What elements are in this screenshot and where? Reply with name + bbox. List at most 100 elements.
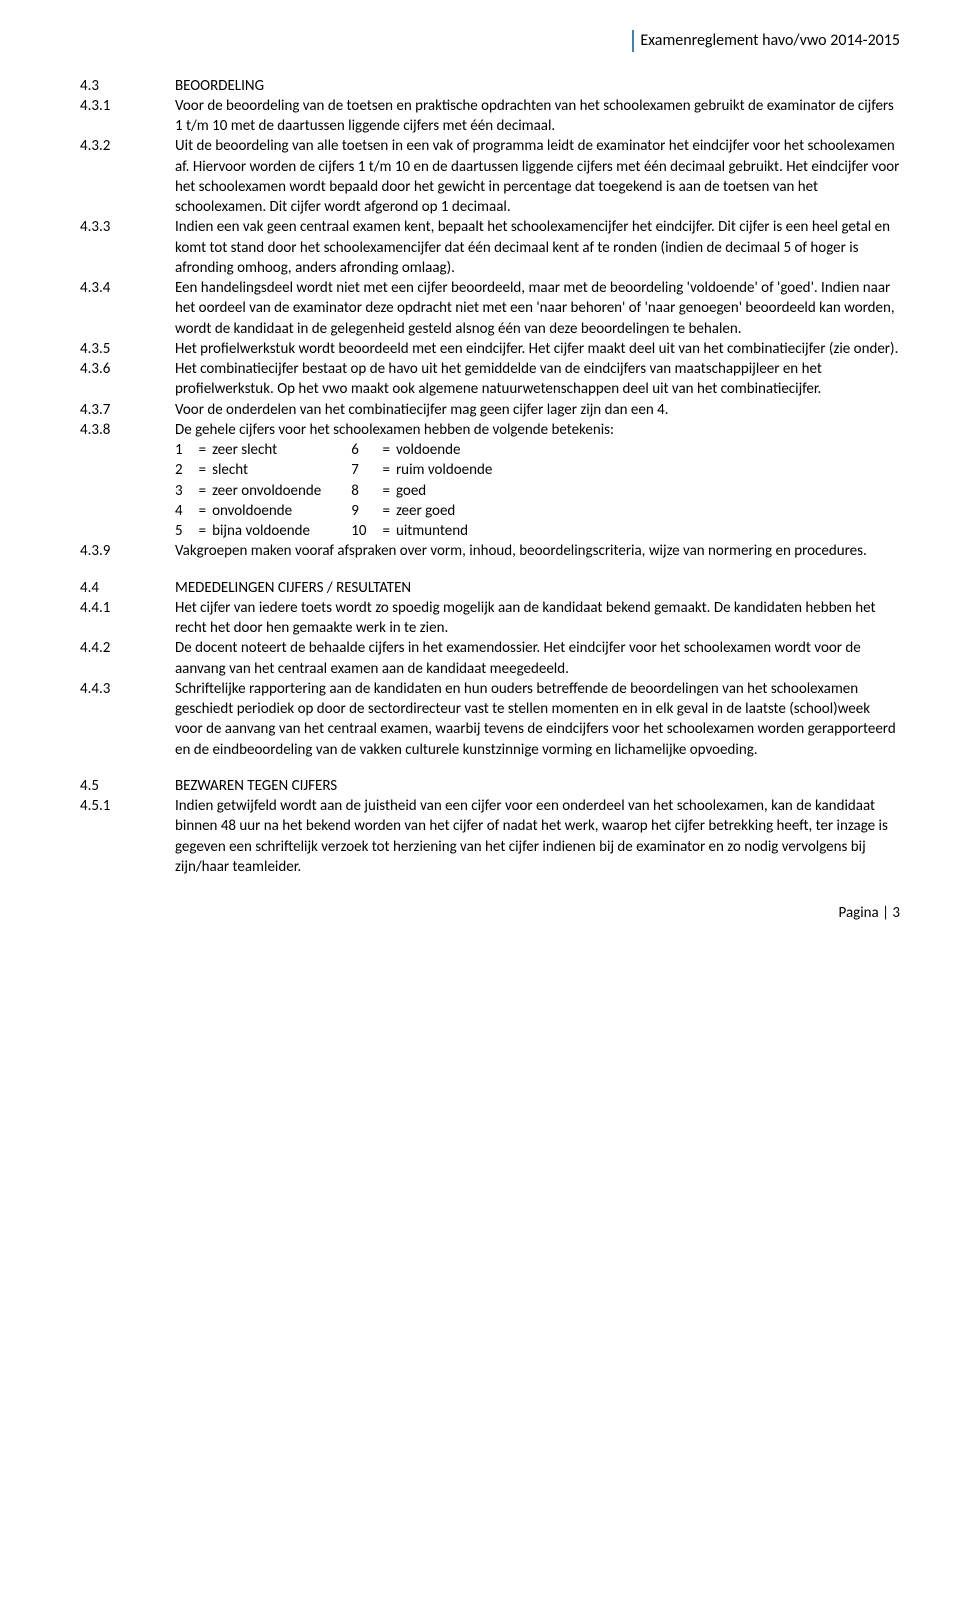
grade-row: 1=zeer slecht <box>175 440 351 460</box>
grade-row: 10=uitmuntend <box>351 521 522 541</box>
grade-equals: = <box>376 501 395 521</box>
grade-description: zeer onvoldoende <box>212 481 351 501</box>
grade-row: 8=goed <box>351 481 522 501</box>
item-text: Het profielwerkstuk wordt beoordeeld met… <box>175 339 900 359</box>
grade-description: zeer goed <box>396 501 522 521</box>
section-heading: BEOORDELING <box>175 76 900 96</box>
item-paragraph: Het profielwerkstuk wordt beoordeeld met… <box>175 339 900 359</box>
grade-subtable: 1=zeer slecht2=slecht3=zeer onvoldoende4… <box>175 440 351 541</box>
section-heading-row: 4.5BEZWAREN TEGEN CIJFERS <box>80 776 900 796</box>
grade-equals: = <box>376 440 395 460</box>
grade-equals: = <box>376 481 395 501</box>
item-number: 4.3.2 <box>80 136 175 156</box>
item-text: Vakgroepen maken vooraf afspraken over v… <box>175 541 900 561</box>
grade-equals: = <box>376 521 395 541</box>
section-heading-row: 4.4MEDEDELINGEN CIJFERS / RESULTATEN <box>80 578 900 598</box>
item-paragraph: De gehele cijfers voor het schoolexamen … <box>175 420 900 440</box>
item-paragraph: Een handelingsdeel wordt niet met een ci… <box>175 278 900 339</box>
grade-number: 1 <box>175 440 193 460</box>
item-text: Indien een vak geen centraal examen kent… <box>175 217 900 278</box>
section-heading-row: 4.3BEOORDELING <box>80 76 900 96</box>
item-text: Het cijfer van iedere toets wordt zo spo… <box>175 598 900 639</box>
item-row: 4.3.4Een handelingsdeel wordt niet met e… <box>80 278 900 339</box>
grade-description: goed <box>396 481 522 501</box>
grade-row: 7=ruim voldoende <box>351 460 522 480</box>
item-row: 4.4.1Het cijfer van iedere toets wordt z… <box>80 598 900 639</box>
item-paragraph: Voor de beoordeling van de toetsen en pr… <box>175 96 900 137</box>
item-number: 4.3.6 <box>80 359 175 379</box>
item-row: 4.5.1Indien getwijfeld wordt aan de juis… <box>80 796 900 877</box>
grade-equals: = <box>193 460 212 480</box>
grade-description: slecht <box>212 460 351 480</box>
section-number: 4.3 <box>80 76 175 96</box>
item-number: 4.4.1 <box>80 598 175 618</box>
item-text: De docent noteert de behaalde cijfers in… <box>175 638 900 679</box>
item-text: Voor de beoordeling van de toetsen en pr… <box>175 96 900 137</box>
document-body: 4.3BEOORDELING4.3.1Voor de beoordeling v… <box>80 76 900 878</box>
grade-equals: = <box>376 460 395 480</box>
item-paragraph: Indien getwijfeld wordt aan de juistheid… <box>175 796 900 877</box>
item-row: 4.3.1Voor de beoordeling van de toetsen … <box>80 96 900 137</box>
grade-description: uitmuntend <box>396 521 522 541</box>
item-row: 4.4.3Schriftelijke rapportering aan de k… <box>80 679 900 760</box>
item-row: 4.3.3Indien een vak geen centraal examen… <box>80 217 900 278</box>
item-paragraph: Vakgroepen maken vooraf afspraken over v… <box>175 541 900 561</box>
section-heading: MEDEDELINGEN CIJFERS / RESULTATEN <box>175 578 900 598</box>
item-paragraph: Het cijfer van iedere toets wordt zo spo… <box>175 598 900 639</box>
grade-equals: = <box>193 521 212 541</box>
item-paragraph: De docent noteert de behaalde cijfers in… <box>175 638 900 679</box>
grade-equals: = <box>193 501 212 521</box>
grade-number: 9 <box>351 501 376 521</box>
item-paragraph: Schriftelijke rapportering aan de kandid… <box>175 679 900 760</box>
grades-table: 1=zeer slecht2=slecht3=zeer onvoldoende4… <box>175 440 900 541</box>
grade-row: 9=zeer goed <box>351 501 522 521</box>
grade-number: 7 <box>351 460 376 480</box>
item-row: 4.3.2Uit de beoordeling van alle toetsen… <box>80 136 900 217</box>
grade-row: 6=voldoende <box>351 440 522 460</box>
grade-equals: = <box>193 440 212 460</box>
grade-description: voldoende <box>396 440 522 460</box>
item-text: Het combinatiecijfer bestaat op de havo … <box>175 359 900 400</box>
grade-row: 4=onvoldoende <box>175 501 351 521</box>
page-footer: Pagina | 3 <box>80 903 900 923</box>
section: 4.4MEDEDELINGEN CIJFERS / RESULTATEN4.4.… <box>80 578 900 760</box>
item-row: 4.3.9Vakgroepen maken vooraf afspraken o… <box>80 541 900 561</box>
item-row: 4.3.8De gehele cijfers voor het schoolex… <box>80 420 900 542</box>
grade-number: 6 <box>351 440 376 460</box>
item-number: 4.3.1 <box>80 96 175 116</box>
item-row: 4.3.6Het combinatiecijfer bestaat op de … <box>80 359 900 400</box>
section-heading: BEZWAREN TEGEN CIJFERS <box>175 776 900 796</box>
item-number: 4.4.2 <box>80 638 175 658</box>
grade-equals: = <box>193 481 212 501</box>
grade-description: ruim voldoende <box>396 460 522 480</box>
item-number: 4.3.3 <box>80 217 175 237</box>
grade-row: 3=zeer onvoldoende <box>175 481 351 501</box>
item-row: 4.4.2De docent noteert de behaalde cijfe… <box>80 638 900 679</box>
section: 4.5BEZWAREN TEGEN CIJFERS4.5.1Indien get… <box>80 776 900 877</box>
item-number: 4.3.5 <box>80 339 175 359</box>
item-paragraph: Voor de onderdelen van het combinatiecij… <box>175 400 900 420</box>
header-title-box: Examenreglement havo/vwo 2014-2015 <box>632 30 900 52</box>
item-text: Uit de beoordeling van alle toetsen in e… <box>175 136 900 217</box>
grade-number: 5 <box>175 521 193 541</box>
item-text: Voor de onderdelen van het combinatiecij… <box>175 400 900 420</box>
header-title: Examenreglement havo/vwo 2014-2015 <box>640 31 900 50</box>
page-header: Examenreglement havo/vwo 2014-2015 <box>80 30 900 52</box>
item-paragraph: Uit de beoordeling van alle toetsen in e… <box>175 136 900 217</box>
item-paragraph: Het combinatiecijfer bestaat op de havo … <box>175 359 900 400</box>
grade-number: 8 <box>351 481 376 501</box>
grade-subtable: 6=voldoende7=ruim voldoende8=goed9=zeer … <box>351 440 522 541</box>
grade-number: 4 <box>175 501 193 521</box>
item-row: 4.3.5Het profielwerkstuk wordt beoordeel… <box>80 339 900 359</box>
item-number: 4.3.7 <box>80 400 175 420</box>
grade-number: 10 <box>351 521 376 541</box>
item-paragraph: Indien een vak geen centraal examen kent… <box>175 217 900 278</box>
item-number: 4.4.3 <box>80 679 175 699</box>
item-text: Indien getwijfeld wordt aan de juistheid… <box>175 796 900 877</box>
grade-description: bijna voldoende <box>212 521 351 541</box>
item-row: 4.3.7Voor de onderdelen van het combinat… <box>80 400 900 420</box>
grade-row: 2=slecht <box>175 460 351 480</box>
item-number: 4.3.4 <box>80 278 175 298</box>
grade-number: 3 <box>175 481 193 501</box>
page-number: Pagina | 3 <box>839 904 900 922</box>
